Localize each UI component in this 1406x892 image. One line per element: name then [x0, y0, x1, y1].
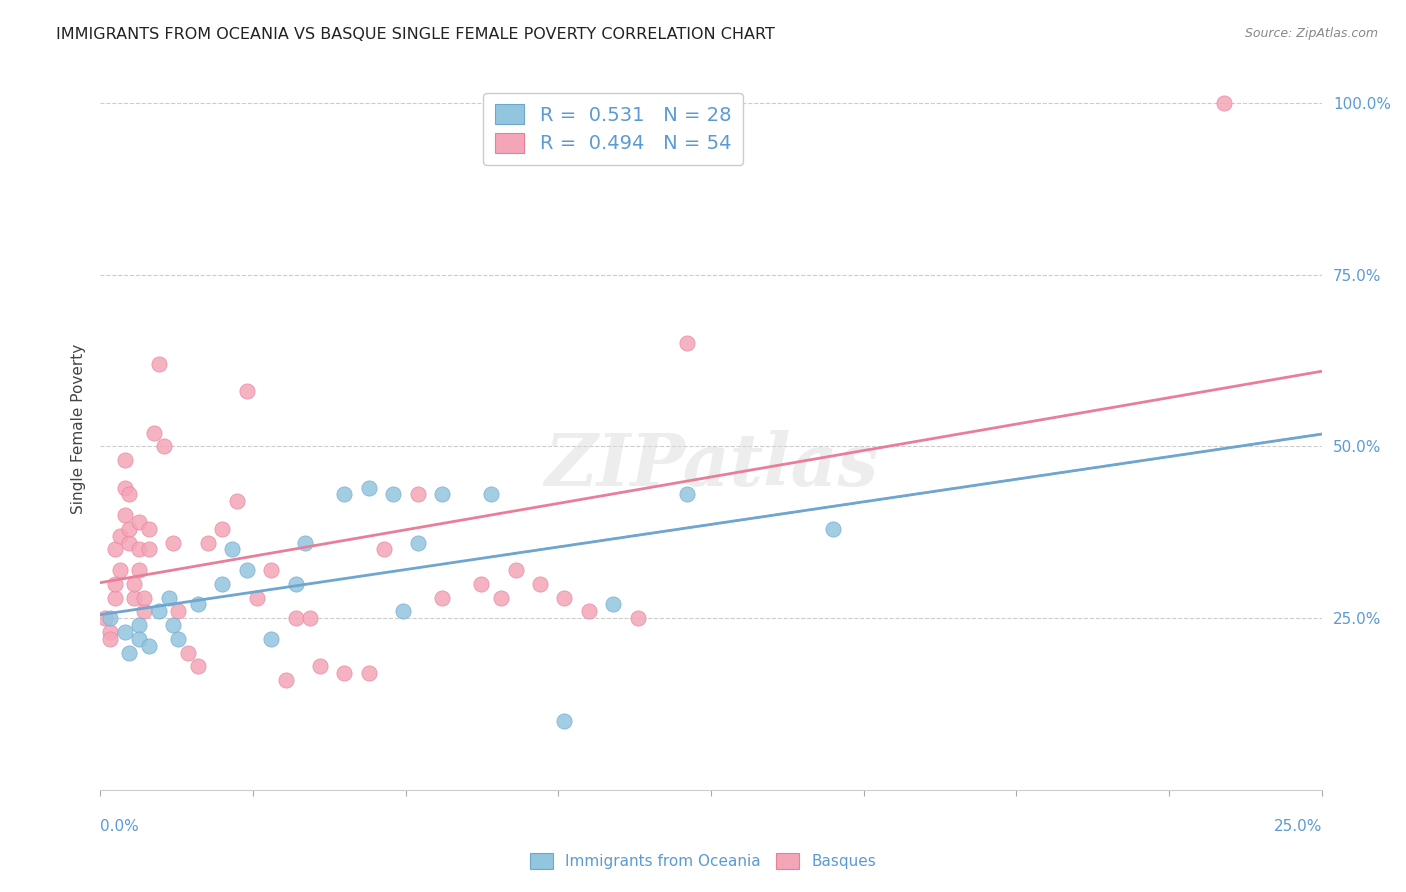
Point — [177, 646, 200, 660]
Point — [333, 487, 356, 501]
Point — [118, 487, 141, 501]
Point — [602, 598, 624, 612]
Point — [260, 632, 283, 646]
Point — [578, 604, 600, 618]
Point — [392, 604, 415, 618]
Point — [118, 535, 141, 549]
Point — [104, 542, 127, 557]
Point — [128, 618, 150, 632]
Y-axis label: Single Female Poverty: Single Female Poverty — [72, 344, 86, 515]
Point — [132, 604, 155, 618]
Point — [675, 487, 697, 501]
Point — [553, 714, 575, 729]
Point — [94, 611, 117, 625]
Point — [382, 487, 405, 501]
Point — [675, 336, 697, 351]
Point — [157, 591, 180, 605]
Point — [226, 494, 249, 508]
Text: Source: ZipAtlas.com: Source: ZipAtlas.com — [1244, 27, 1378, 40]
Point — [124, 591, 146, 605]
Point — [235, 384, 257, 399]
Point — [114, 453, 136, 467]
Text: 25.0%: 25.0% — [1274, 819, 1322, 834]
Point — [260, 563, 283, 577]
Point — [118, 646, 141, 660]
Point — [138, 542, 160, 557]
Point — [553, 591, 575, 605]
Point — [162, 618, 184, 632]
Point — [104, 591, 127, 605]
Point — [1213, 95, 1236, 110]
Point — [197, 535, 219, 549]
Text: 0.0%: 0.0% — [100, 819, 139, 834]
Point — [124, 576, 146, 591]
Point — [299, 611, 322, 625]
Point — [284, 611, 307, 625]
Point — [333, 666, 356, 681]
Point — [479, 487, 502, 501]
Point — [309, 659, 332, 673]
Point — [104, 576, 127, 591]
Point — [128, 563, 150, 577]
Point — [138, 639, 160, 653]
Point — [294, 535, 316, 549]
Point — [108, 529, 131, 543]
Point — [406, 487, 429, 501]
Point — [406, 535, 429, 549]
Point — [98, 632, 121, 646]
Point — [432, 591, 454, 605]
Point — [167, 632, 190, 646]
Point — [245, 591, 267, 605]
Point — [284, 576, 307, 591]
Point — [221, 542, 243, 557]
Point — [529, 576, 551, 591]
Point — [187, 598, 209, 612]
Point — [274, 673, 297, 687]
Point — [118, 522, 141, 536]
Point — [142, 425, 165, 440]
Point — [357, 666, 380, 681]
Point — [148, 357, 170, 371]
Point — [98, 624, 121, 639]
Point — [114, 481, 136, 495]
Point — [132, 591, 155, 605]
Legend: R =  0.531   N = 28, R =  0.494   N = 54: R = 0.531 N = 28, R = 0.494 N = 54 — [484, 93, 742, 165]
Point — [489, 591, 512, 605]
Point — [357, 481, 380, 495]
Point — [128, 632, 150, 646]
Point — [152, 439, 174, 453]
Point — [211, 576, 233, 591]
Point — [128, 515, 150, 529]
Point — [167, 604, 190, 618]
Text: IMMIGRANTS FROM OCEANIA VS BASQUE SINGLE FEMALE POVERTY CORRELATION CHART: IMMIGRANTS FROM OCEANIA VS BASQUE SINGLE… — [56, 27, 775, 42]
Point — [505, 563, 527, 577]
Point — [211, 522, 233, 536]
Point — [187, 659, 209, 673]
Point — [114, 624, 136, 639]
Point — [128, 542, 150, 557]
Text: ZIPatlas: ZIPatlas — [544, 430, 879, 500]
Legend: Immigrants from Oceania, Basques: Immigrants from Oceania, Basques — [524, 847, 882, 875]
Point — [235, 563, 257, 577]
Point — [138, 522, 160, 536]
Point — [470, 576, 492, 591]
Point — [98, 611, 121, 625]
Point — [148, 604, 170, 618]
Point — [373, 542, 395, 557]
Point — [823, 522, 845, 536]
Point — [114, 508, 136, 522]
Point — [162, 535, 184, 549]
Point — [108, 563, 131, 577]
Point — [627, 611, 650, 625]
Point — [432, 487, 454, 501]
